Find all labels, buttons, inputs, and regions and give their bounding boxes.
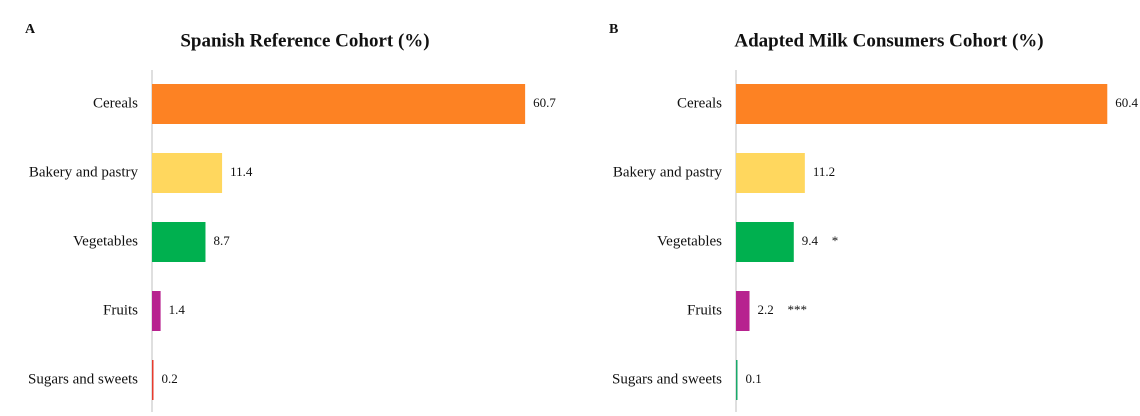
- bar: [736, 222, 794, 262]
- bar: [736, 360, 738, 400]
- category-label: Cereals: [677, 95, 722, 111]
- bar: [736, 291, 750, 331]
- annotation: *: [832, 233, 839, 248]
- category-label: Fruits: [103, 302, 138, 318]
- chart-title: Adapted Milk Consumers Cohort (%): [734, 30, 1043, 51]
- bar: [736, 84, 1108, 124]
- value-label: 60.4: [1115, 95, 1138, 110]
- value-label: 2.2: [758, 302, 774, 317]
- bar: [152, 360, 154, 400]
- bar: [736, 153, 805, 193]
- value-label: 60.7: [533, 95, 556, 110]
- value-label: 0.2: [162, 371, 178, 386]
- category-label: Bakery and pastry: [29, 164, 139, 180]
- category-label: Sugars and sweets: [28, 371, 138, 387]
- bar: [152, 84, 526, 124]
- panel-letter: B: [609, 22, 618, 37]
- category-label: Fruits: [687, 302, 722, 318]
- bar: [152, 291, 161, 331]
- category-label: Bakery and pastry: [613, 164, 723, 180]
- chart-title: Spanish Reference Cohort (%): [180, 30, 429, 51]
- category-label: Vegetables: [657, 233, 722, 249]
- value-label: 11.4: [230, 164, 253, 179]
- panel-letter: A: [25, 22, 36, 37]
- category-label: Sugars and sweets: [612, 371, 722, 387]
- category-label: Vegetables: [73, 233, 138, 249]
- annotation: ***: [788, 302, 808, 317]
- value-label: 9.4: [802, 233, 819, 248]
- value-label: 1.4: [169, 302, 186, 317]
- value-label: 8.7: [213, 233, 230, 248]
- value-label: 11.2: [813, 164, 835, 179]
- category-label: Cereals: [93, 95, 138, 111]
- bar: [152, 153, 223, 193]
- value-label: 0.1: [746, 371, 762, 386]
- bar: [152, 222, 206, 262]
